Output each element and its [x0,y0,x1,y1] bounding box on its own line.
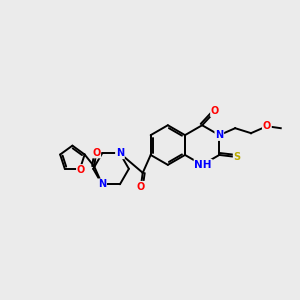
Text: N: N [98,179,106,189]
Text: O: O [263,121,271,131]
Text: N: N [215,130,223,140]
Text: NH: NH [194,160,212,170]
Text: O: O [136,182,145,192]
Text: N: N [116,148,124,158]
Text: O: O [77,165,85,175]
Text: O: O [211,106,219,116]
Text: S: S [234,152,241,162]
Text: O: O [92,148,100,158]
